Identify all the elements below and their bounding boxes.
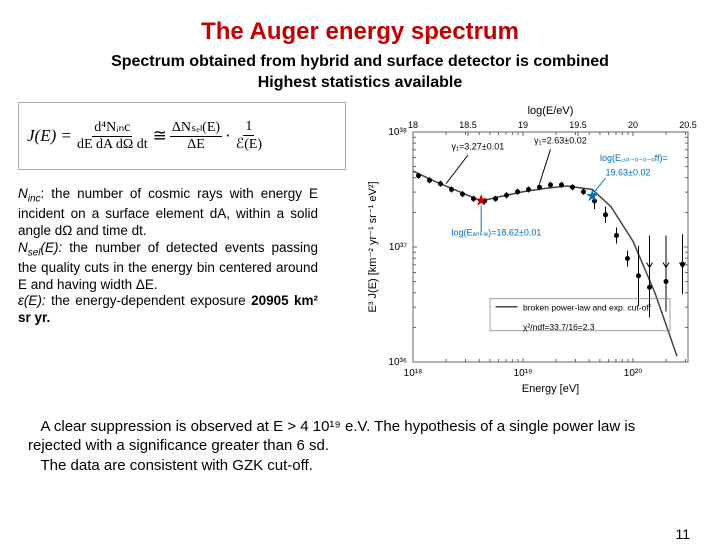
def-nsel-e: (E):	[41, 240, 70, 255]
bottom-p1: A clear suppression is observed at E > 4…	[28, 418, 635, 455]
svg-text:18.5: 18.5	[459, 120, 477, 130]
def-nsel-sub: sel	[28, 247, 41, 258]
formula-frac2-num: ΔNₛₑₗ(E)	[170, 119, 222, 137]
svg-text:log(Eₐₙₖₗₑ)=18.62±0.01: log(Eₐₙₖₗₑ)=18.62±0.01	[452, 227, 542, 237]
svg-text:20: 20	[628, 120, 638, 130]
subtitle: Spectrum obtained from hybrid and surfac…	[0, 52, 720, 94]
svg-text:19: 19	[518, 120, 528, 130]
svg-text:10³⁶: 10³⁶	[388, 357, 407, 368]
svg-text:γ₁=3.27±0.01: γ₁=3.27±0.01	[452, 141, 505, 151]
svg-text:10³⁸: 10³⁸	[388, 127, 407, 138]
def-ninc: N	[18, 186, 28, 201]
svg-text:χ²/ndf=33.7/16=2.3: χ²/ndf=33.7/16=2.3	[523, 321, 595, 331]
subtitle-line1: Spectrum obtained from hybrid and surfac…	[111, 53, 609, 70]
definitions-block: Ninc: the number of cosmic rays with ene…	[18, 186, 318, 328]
svg-text:log(E/eV): log(E/eV)	[528, 105, 574, 117]
spectrum-chart: log(E/eV) 18 18.5 19 19.5 20 20.5 10¹⁸ 10¹⁹ 10²⁰ E…	[358, 102, 698, 402]
svg-text:log(E꜀ᵤₜ₋ₒ₋ₒ₋ₒff)=: log(E꜀ᵤₜ₋ₒ₋ₒ₋ₒff)=	[600, 152, 668, 162]
page-title: The Auger energy spectrum	[0, 18, 720, 46]
formula-approx: ≅	[153, 126, 167, 146]
svg-text:★: ★	[586, 187, 599, 203]
svg-text:E³ J(E) [km⁻² yr⁻¹ sr⁻¹ eV²]: E³ J(E) [km⁻² yr⁻¹ sr⁻¹ eV²]	[367, 181, 379, 312]
svg-text:10¹⁹: 10¹⁹	[514, 368, 533, 379]
def-ninc-text: : the number of cosmic rays with energy …	[18, 186, 318, 238]
svg-text:18: 18	[408, 120, 418, 130]
formula-frac3-den: ℰ(E)	[234, 136, 264, 153]
svg-text:10¹⁸: 10¹⁸	[404, 368, 423, 379]
formula-lhs: J(E) =	[27, 126, 72, 146]
formula-frac3-num: 1	[243, 119, 254, 136]
svg-text:10³⁷: 10³⁷	[389, 242, 407, 253]
svg-text:19.63±0.02: 19.63±0.02	[606, 167, 651, 177]
svg-text:20.5: 20.5	[679, 120, 697, 130]
bottom-p2: The data are consistent with GZK cut-off…	[41, 457, 313, 474]
def-ninc-sub: inc	[28, 193, 41, 204]
formula-frac2-den: ΔE	[185, 137, 207, 153]
svg-text:19.5: 19.5	[569, 120, 587, 130]
formula-frac1-den: dE dA dΩ dt	[75, 137, 150, 153]
def-eps-text: the energy-dependent exposure	[51, 293, 251, 308]
def-eps: ε(E):	[18, 293, 51, 308]
subtitle-line2: Highest statistics available	[258, 74, 463, 91]
svg-text:γ₁=2.63±0.02: γ₁=2.63±0.02	[534, 135, 587, 145]
formula-dot: ·	[225, 126, 231, 146]
formula-frac1-num: d⁴Nᵢₙc	[92, 119, 132, 137]
formula-box: J(E) = d⁴Nᵢₙc dE dA dΩ dt ≅ ΔNₛₑₗ(E) ΔE …	[18, 102, 346, 170]
def-nsel: N	[18, 240, 28, 255]
svg-text:Energy [eV]: Energy [eV]	[522, 383, 579, 395]
svg-text:broken power-law and exp. cut-: broken power-law and exp. cut-off	[523, 302, 652, 312]
bottom-text: A clear suppression is observed at E > 4…	[28, 417, 692, 476]
svg-text:10²⁰: 10²⁰	[624, 368, 642, 379]
